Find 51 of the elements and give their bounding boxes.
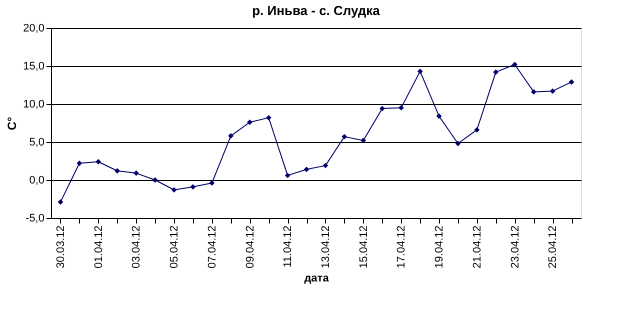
point	[209, 180, 215, 186]
y-tick-label: 5,0	[29, 136, 44, 148]
x-tick-label: 03.04.12	[130, 226, 143, 268]
point	[436, 113, 442, 119]
y-tick-label: 15,0	[23, 60, 44, 72]
y-tick-label: 20,0	[23, 22, 44, 34]
x-tick-label: 05.04.12	[168, 226, 181, 268]
point	[96, 159, 102, 164]
x-tick-label: 23.04.12	[509, 226, 522, 268]
x-tick-label: 13.04.12	[320, 226, 332, 268]
point	[114, 168, 120, 174]
y-tick-label: -5,0	[26, 212, 44, 224]
point	[360, 138, 366, 144]
x-tick-label: 30.03.12	[54, 226, 67, 268]
point	[133, 170, 139, 176]
x-tick-label: 11.04.12	[282, 226, 294, 268]
point	[455, 140, 461, 146]
point	[530, 89, 536, 95]
point	[284, 172, 290, 178]
point	[417, 68, 423, 74]
y-tick-label: 0,0	[29, 174, 44, 186]
point	[380, 106, 385, 112]
y-tick-label: 10,0	[23, 98, 44, 110]
x-tick-label: 21.04.12	[471, 226, 484, 268]
x-tick-label: 01.04.12	[92, 226, 105, 268]
point	[512, 62, 518, 68]
x-tick-label: 17.04.12	[396, 226, 408, 268]
point	[493, 69, 499, 75]
point	[550, 88, 556, 94]
point	[398, 105, 404, 111]
point	[247, 120, 252, 125]
x-tick-label: 07.04.12	[206, 226, 218, 268]
point	[266, 114, 272, 120]
point	[568, 79, 574, 85]
x-axis-title: дата	[304, 272, 330, 284]
x-tick-label: 15.04.12	[358, 226, 370, 268]
y-axis-title: С°	[5, 116, 20, 130]
x-tick-label: 09.04.12	[244, 226, 256, 268]
point	[171, 187, 177, 193]
chart-title: р. Иньва - с. Слудка	[252, 3, 381, 18]
point	[304, 166, 310, 172]
point	[76, 160, 82, 166]
x-tick-label: 19.04.12	[434, 226, 446, 268]
point	[190, 184, 196, 190]
point	[152, 177, 158, 183]
point	[58, 199, 64, 205]
point	[322, 162, 328, 168]
point	[342, 134, 348, 140]
x-tick-label: 25.04.12	[547, 226, 560, 268]
point	[228, 133, 234, 139]
point	[474, 127, 480, 133]
